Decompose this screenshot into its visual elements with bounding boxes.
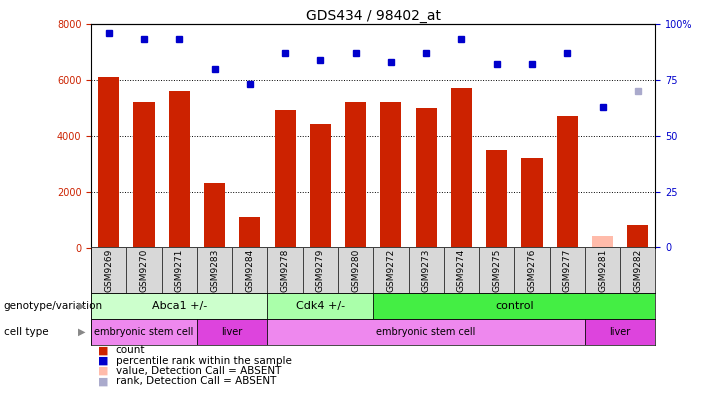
Bar (310, 124, 331, 248)
Text: value, Detection Call = ABSENT: value, Detection Call = ABSENT (116, 366, 281, 376)
Text: control: control (495, 301, 533, 311)
Bar (345, 102, 366, 248)
Bar (451, 88, 472, 248)
Text: embryonic stem cell: embryonic stem cell (95, 327, 193, 337)
Bar (522, 158, 543, 248)
Bar (416, 108, 437, 248)
Text: ▶: ▶ (78, 327, 86, 337)
Bar (585, 319, 655, 345)
Bar (133, 102, 155, 248)
Text: GSM9283: GSM9283 (210, 249, 219, 292)
Text: ■: ■ (98, 345, 109, 356)
Bar (204, 183, 225, 248)
Bar (627, 225, 648, 248)
Text: GSM9276: GSM9276 (527, 249, 536, 292)
Bar (592, 236, 613, 248)
Text: GSM9269: GSM9269 (104, 249, 114, 292)
Bar (268, 319, 585, 345)
Bar (91, 293, 268, 319)
Bar (239, 217, 261, 248)
Text: percentile rank within the sample: percentile rank within the sample (116, 356, 292, 366)
Text: Abca1 +/-: Abca1 +/- (151, 301, 207, 311)
Text: GSM9277: GSM9277 (563, 249, 572, 292)
Text: GSM9274: GSM9274 (457, 249, 466, 292)
Text: rank, Detection Call = ABSENT: rank, Detection Call = ABSENT (116, 376, 276, 386)
Text: ■: ■ (98, 356, 109, 366)
Bar (197, 319, 268, 345)
Text: GSM9273: GSM9273 (422, 249, 430, 292)
Text: GSM9282: GSM9282 (633, 249, 642, 292)
Text: GSM9271: GSM9271 (175, 249, 184, 292)
Text: GSM9272: GSM9272 (386, 249, 395, 292)
Text: cell type: cell type (4, 327, 48, 337)
Text: genotype/variation: genotype/variation (4, 301, 102, 311)
Text: GSM9279: GSM9279 (316, 249, 325, 292)
Text: embryonic stem cell: embryonic stem cell (376, 327, 476, 337)
Bar (381, 102, 402, 248)
Text: GSM9278: GSM9278 (280, 249, 290, 292)
Bar (275, 110, 296, 248)
Text: liver: liver (610, 327, 631, 337)
Text: Cdk4 +/-: Cdk4 +/- (296, 301, 345, 311)
Bar (374, 293, 655, 319)
Bar (557, 116, 578, 248)
Text: ■: ■ (98, 376, 109, 386)
Bar (268, 293, 374, 319)
Title: GDS434 / 98402_at: GDS434 / 98402_at (306, 9, 441, 23)
Text: ■: ■ (98, 366, 109, 376)
Text: ▶: ▶ (78, 301, 86, 311)
Bar (91, 319, 197, 345)
Text: GSM9284: GSM9284 (245, 249, 254, 292)
Text: GSM9275: GSM9275 (492, 249, 501, 292)
Bar (169, 91, 190, 248)
Text: GSM9270: GSM9270 (139, 249, 149, 292)
Text: count: count (116, 345, 145, 356)
Text: liver: liver (222, 327, 243, 337)
Text: GSM9280: GSM9280 (351, 249, 360, 292)
Bar (486, 150, 508, 248)
Text: GSM9281: GSM9281 (598, 249, 607, 292)
Bar (98, 77, 119, 248)
